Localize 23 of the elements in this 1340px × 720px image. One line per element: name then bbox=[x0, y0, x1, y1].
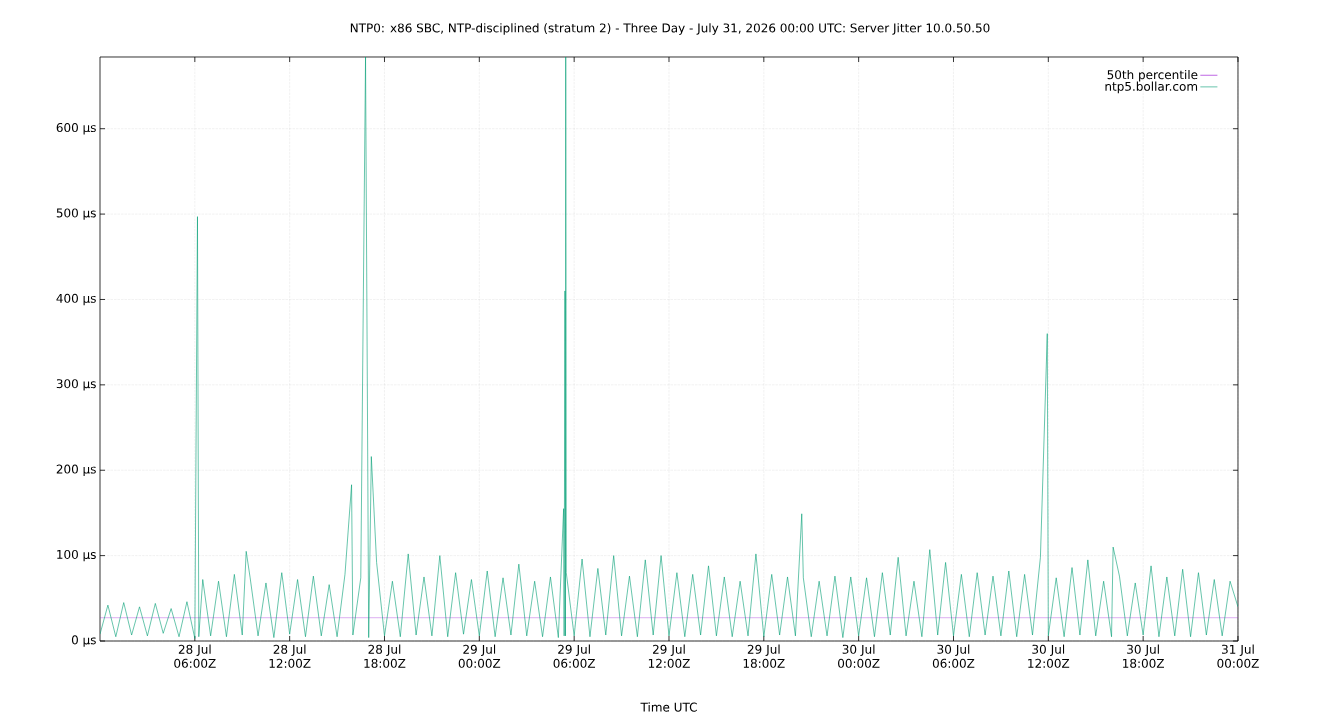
y-tick-label: 200 µs bbox=[56, 464, 96, 476]
x-tick-label: 30 Jul 18:00Z bbox=[1123, 644, 1164, 668]
y-tick-label: 500 µs bbox=[56, 208, 96, 220]
chart-title: NTP0: x86 SBC, NTP-disciplined (stratum 2) - Three Day - July 31, 2026 00:00 UTC: Server Jitter 10.0.50.50 bbox=[350, 23, 990, 35]
x-tick-label: 29 Jul 12:00Z bbox=[648, 644, 690, 668]
x-tick-label: 30 Jul 00:00Z bbox=[838, 644, 880, 668]
x-tick-label: 28 Jul 06:00Z bbox=[174, 644, 216, 668]
y-tick-label: 600 µs bbox=[56, 123, 96, 135]
x-tick-label: 28 Jul 12:00Z bbox=[269, 644, 311, 668]
x-tick-label: 29 Jul 06:00Z bbox=[553, 644, 596, 668]
legend-label: 50th percentile bbox=[1107, 69, 1198, 82]
legend-label: ntp5.bollar.com bbox=[1105, 81, 1198, 94]
y-tick-label: 300 µs bbox=[56, 379, 96, 391]
x-tick-label: 29 Jul 00:00Z bbox=[458, 644, 501, 668]
y-tick-label: 0 µs bbox=[71, 635, 96, 647]
y-tick-label: 100 µs bbox=[57, 549, 96, 562]
y-tick-label: 400 µs bbox=[56, 293, 96, 306]
x-tick-label: 31 Jul 00:00Z bbox=[1217, 644, 1259, 668]
x-tick-label: 30 Jul 12:00Z bbox=[1028, 644, 1070, 668]
x-axis-title: Time UTC bbox=[640, 702, 697, 712]
x-tick-label: 30 Jul 06:00Z bbox=[932, 644, 975, 668]
x-tick-label: 28 Jul 18:00Z bbox=[364, 644, 406, 668]
x-tick-label: 29 Jul 18:00Z bbox=[743, 644, 785, 668]
